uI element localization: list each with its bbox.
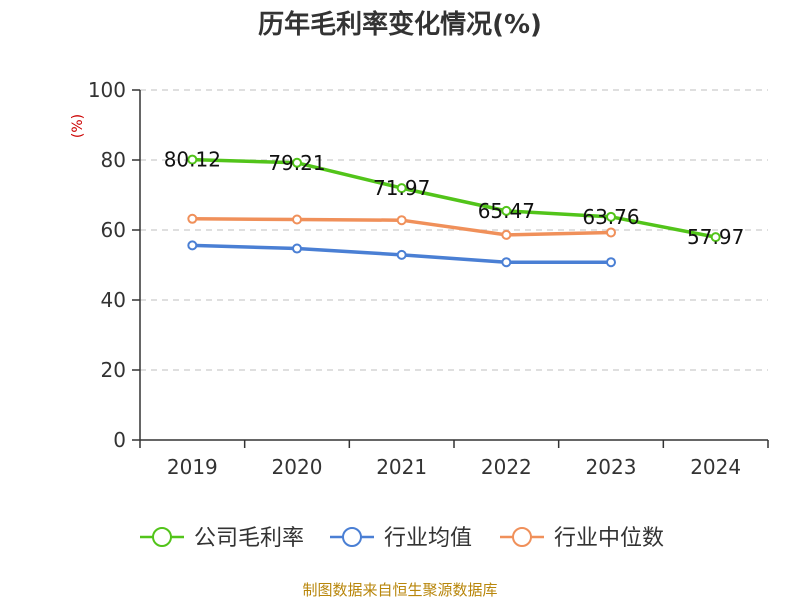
legend[interactable]: 公司毛利率 行业均值 行业中位数 bbox=[140, 526, 664, 551]
y-tick-labels: 0 20 40 60 80 100 bbox=[88, 78, 126, 452]
axes bbox=[132, 89, 769, 448]
data-point[interactable] bbox=[606, 257, 616, 268]
data-point[interactable] bbox=[292, 243, 302, 254]
y-tick-label: 40 bbox=[101, 288, 126, 312]
x-tick-labels: 2019 2020 2021 2022 2023 2024 bbox=[167, 455, 741, 479]
x-tick-label: 2021 bbox=[376, 455, 427, 479]
legend-marker bbox=[342, 527, 362, 547]
x-tick-label: 2023 bbox=[586, 455, 637, 479]
legend-item-1[interactable]: 行业均值 bbox=[330, 526, 472, 551]
data-label: 79.21 bbox=[268, 151, 325, 175]
y-tick-label: 80 bbox=[101, 148, 126, 172]
data-label: 57.97 bbox=[687, 225, 744, 249]
data-point[interactable] bbox=[396, 215, 407, 226]
series-lines bbox=[187, 154, 721, 268]
x-tick-label: 2019 bbox=[167, 455, 218, 479]
legend-item-2[interactable]: 行业中位数 bbox=[500, 526, 664, 551]
data-point[interactable] bbox=[606, 227, 616, 238]
series-line-0 bbox=[192, 157, 716, 239]
y-tick-label: 60 bbox=[101, 218, 126, 242]
legend-marker bbox=[152, 527, 172, 547]
data-label: 63.76 bbox=[582, 205, 639, 229]
data-point[interactable] bbox=[396, 249, 407, 260]
y-tick-label: 100 bbox=[88, 78, 126, 102]
x-tick-label: 2022 bbox=[481, 455, 532, 479]
legend-item-0[interactable]: 公司毛利率 bbox=[140, 526, 304, 551]
data-point[interactable] bbox=[292, 157, 302, 168]
data-point[interactable] bbox=[710, 232, 721, 243]
data-point[interactable] bbox=[501, 257, 512, 268]
y-tick-label: 20 bbox=[101, 358, 126, 382]
data-label: 65.47 bbox=[478, 199, 535, 223]
legend-label: 行业均值 bbox=[384, 526, 472, 551]
data-label: 71.97 bbox=[373, 176, 430, 200]
data-point[interactable] bbox=[292, 214, 302, 225]
data-point[interactable] bbox=[187, 213, 198, 224]
legend-label: 公司毛利率 bbox=[194, 526, 304, 551]
data-labels: 80.12 79.21 71.97 65.47 63.76 57.97 bbox=[164, 148, 745, 250]
legend-marker bbox=[512, 527, 532, 547]
chart-title: 历年毛利率变化情况(%) bbox=[258, 9, 542, 40]
data-point[interactable] bbox=[187, 240, 198, 251]
x-tick-label: 2024 bbox=[690, 455, 741, 479]
data-label: 80.12 bbox=[164, 148, 221, 172]
y-axis-label: (%) bbox=[70, 114, 86, 138]
source-note: 制图数据来自恒生聚源数据库 bbox=[302, 581, 497, 599]
data-point[interactable] bbox=[606, 211, 616, 222]
data-point[interactable] bbox=[396, 183, 407, 194]
data-point[interactable] bbox=[501, 205, 512, 216]
data-point[interactable] bbox=[501, 229, 512, 240]
data-point[interactable] bbox=[187, 154, 198, 165]
x-tick-label: 2020 bbox=[272, 455, 323, 479]
y-tick-label: 0 bbox=[113, 428, 126, 452]
legend-label: 行业中位数 bbox=[554, 526, 664, 551]
